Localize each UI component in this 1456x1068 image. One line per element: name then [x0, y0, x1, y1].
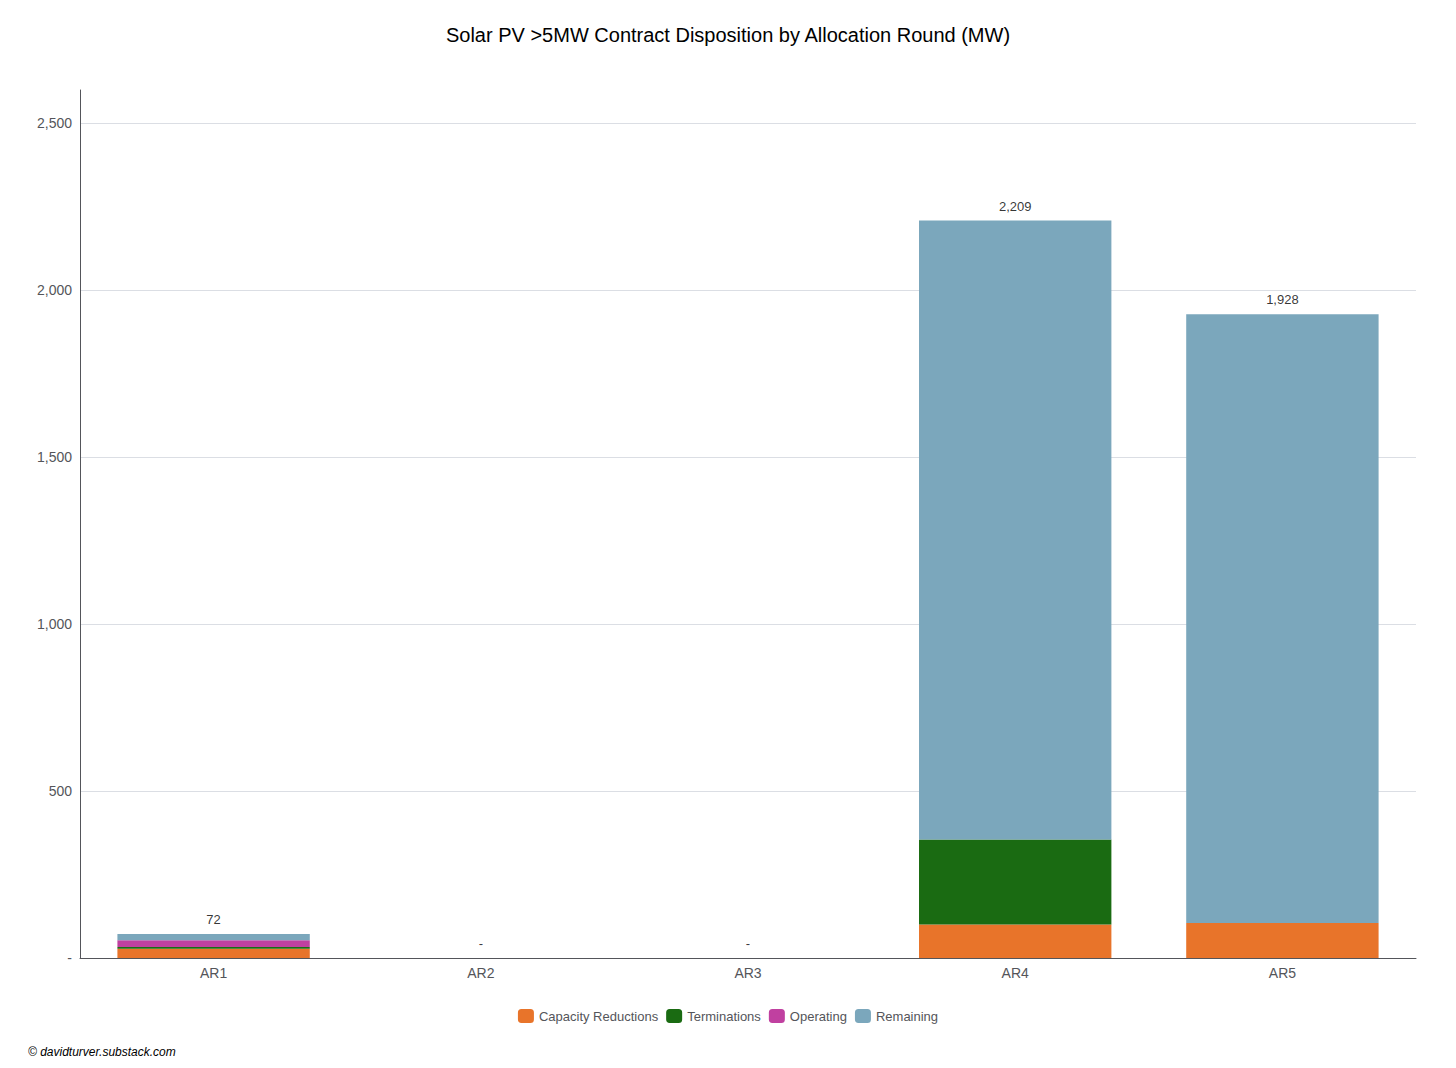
- svg-text:AR2: AR2: [467, 965, 494, 981]
- svg-text:2,209: 2,209: [999, 199, 1032, 214]
- svg-text:1,500: 1,500: [37, 449, 72, 465]
- svg-text:Operating: Operating: [790, 1009, 847, 1024]
- svg-text:-: -: [746, 936, 750, 951]
- svg-text:AR1: AR1: [200, 965, 227, 981]
- svg-text:AR4: AR4: [1002, 965, 1029, 981]
- svg-text:1,000: 1,000: [37, 616, 72, 632]
- svg-text:Capacity Reductions: Capacity Reductions: [539, 1009, 659, 1024]
- svg-text:-: -: [479, 936, 483, 951]
- svg-text:2,500: 2,500: [37, 115, 72, 131]
- svg-text:1,928: 1,928: [1266, 292, 1299, 307]
- svg-text:500: 500: [49, 783, 73, 799]
- svg-text:Terminations: Terminations: [687, 1009, 761, 1024]
- svg-text:AR3: AR3: [734, 965, 761, 981]
- svg-text:72: 72: [206, 912, 220, 927]
- svg-text:-: -: [67, 950, 72, 966]
- svg-text:AR5: AR5: [1269, 965, 1296, 981]
- svg-text:Remaining: Remaining: [876, 1009, 938, 1024]
- svg-text:2,000: 2,000: [37, 282, 72, 298]
- svg-text:© davidturver.substack.com: © davidturver.substack.com: [28, 1045, 176, 1059]
- svg-text:Solar PV >5MW Contract Disposi: Solar PV >5MW Contract Disposition by Al…: [446, 24, 1010, 46]
